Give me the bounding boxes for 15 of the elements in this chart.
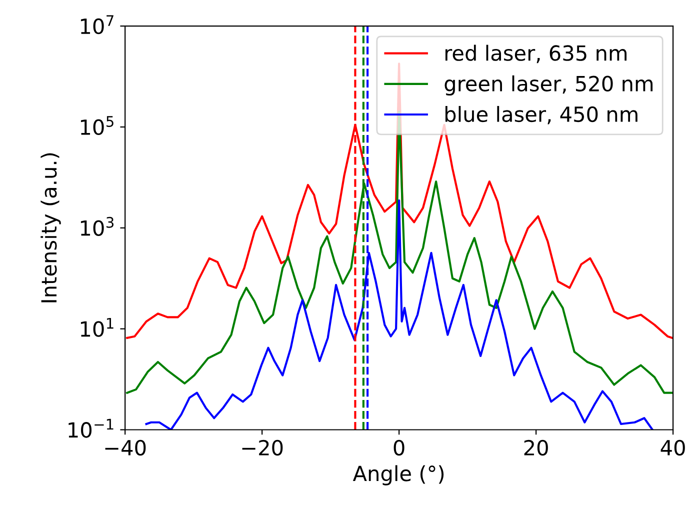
- x-tick-label: −40: [105, 440, 146, 456]
- legend-label: green laser, 520 nm: [444, 75, 653, 96]
- y-tick-label: 10$^{1}$: [80, 318, 114, 337]
- y-tick-label: 10$^{7}$: [80, 15, 114, 34]
- y-tick-label: 10$^{5}$: [80, 116, 114, 136]
- y-axis-title: Intensity (a.u.): [40, 153, 61, 302]
- y-tick-label: 10$^{−1}$: [68, 418, 114, 438]
- x-axis-title: Angle (°): [352, 465, 444, 486]
- legend-label: red laser, 635 nm: [445, 44, 626, 64]
- x-tick-label: 0: [394, 440, 404, 456]
- x-tick-label: −20: [242, 440, 283, 456]
- y-tick-label: 10$^{3}$: [80, 216, 114, 236]
- x-tick-label: 40: [660, 440, 685, 456]
- legend-label: blue laser, 450 nm: [445, 106, 638, 124]
- x-tick-label: 20: [524, 440, 548, 456]
